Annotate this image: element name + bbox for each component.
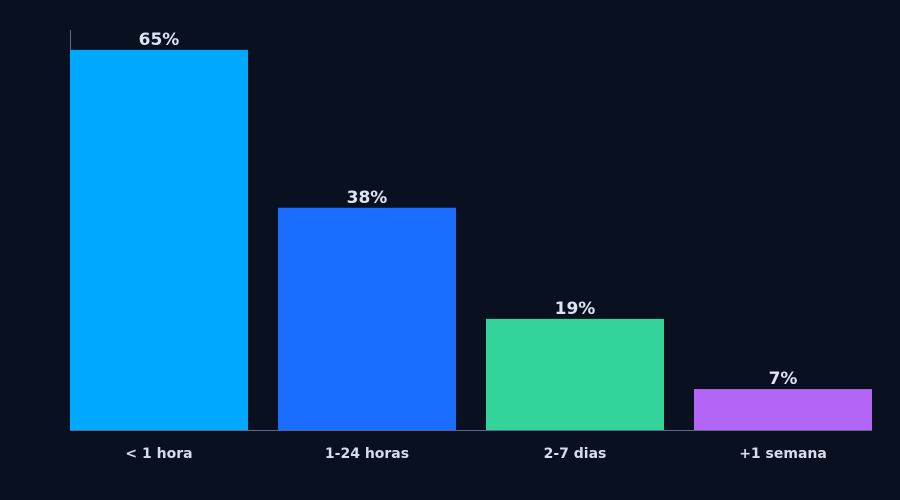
value-label: 65% xyxy=(139,30,180,50)
value-label: 38% xyxy=(347,188,388,208)
bar xyxy=(278,207,456,430)
bar xyxy=(70,49,248,430)
bar xyxy=(694,389,872,430)
x-tick-label: +1 semana xyxy=(739,446,827,462)
x-tick-label: 2-7 dias xyxy=(544,446,607,462)
value-label: 7% xyxy=(769,369,798,389)
x-tick-label: < 1 hora xyxy=(125,446,192,462)
x-tick-label: 1-24 horas xyxy=(325,446,409,462)
value-label: 19% xyxy=(555,299,596,319)
bar xyxy=(486,318,664,430)
